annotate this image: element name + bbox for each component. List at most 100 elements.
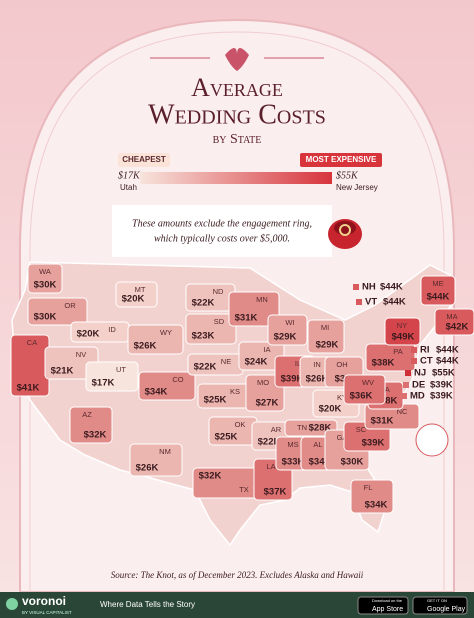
state-abbr: KY bbox=[337, 393, 347, 402]
badge-text: Google Play bbox=[427, 606, 466, 613]
state-cost: $39K bbox=[281, 374, 304, 385]
state-cost: $27K bbox=[256, 398, 279, 409]
state-cost: $44K bbox=[436, 356, 459, 367]
state-abbr: OH bbox=[336, 360, 347, 369]
state-cost: $34K bbox=[309, 457, 332, 468]
state-swatch bbox=[401, 393, 407, 399]
state-cost: $26K bbox=[136, 463, 159, 474]
legend-high-label: MOST EXPENSIVE bbox=[306, 155, 377, 164]
state-shape bbox=[185, 313, 237, 345]
state-shape bbox=[27, 297, 88, 326]
state-swatch bbox=[411, 358, 417, 364]
state-shape bbox=[350, 479, 394, 514]
state-abbr: IN bbox=[313, 360, 321, 369]
state-abbr: MN bbox=[256, 295, 268, 304]
legend-low-label: CHEAPEST bbox=[122, 155, 166, 164]
state-abbr: CO bbox=[172, 375, 183, 384]
state-cost: $31K bbox=[371, 416, 394, 427]
state-abbr: NC bbox=[397, 407, 408, 416]
state-abbr: OK bbox=[235, 420, 246, 429]
state-shape bbox=[85, 361, 139, 392]
state-cost: $37K bbox=[264, 487, 287, 498]
state-abbr: CT bbox=[420, 356, 433, 367]
state-abbr: FL bbox=[364, 483, 373, 492]
state-swatch bbox=[356, 299, 362, 305]
state-cost: $25K bbox=[204, 395, 227, 406]
state-abbr: MT bbox=[135, 285, 146, 294]
ring-box-icon bbox=[328, 219, 362, 249]
state-abbr: WY bbox=[160, 328, 172, 337]
note-line: These amounts exclude the engagement rin… bbox=[132, 218, 312, 229]
badge-small: GET IT ON bbox=[427, 598, 447, 603]
state-abbr: NM bbox=[159, 447, 171, 456]
state-cost: $20K bbox=[122, 294, 145, 305]
state-abbr: MA bbox=[446, 312, 457, 321]
state-shape bbox=[245, 374, 285, 412]
state-cost: $28K bbox=[309, 423, 332, 434]
state-cost: $20K bbox=[77, 329, 100, 340]
state-abbr: AR bbox=[271, 425, 282, 434]
state-cost: $39K bbox=[362, 438, 385, 449]
state-abbr: WA bbox=[39, 267, 51, 276]
brand-sub: BY VISUAL CAPITALIST bbox=[22, 610, 72, 615]
state-abbr: DE bbox=[412, 380, 425, 391]
title-line: Average bbox=[191, 73, 283, 102]
brand: voronoi bbox=[22, 594, 66, 608]
state-abbr: IA bbox=[263, 345, 270, 354]
state-shape bbox=[434, 308, 474, 336]
state-shape bbox=[420, 275, 456, 306]
legend-high-value: $55K bbox=[336, 170, 359, 181]
state-cost: $34K bbox=[145, 387, 168, 398]
state-shape bbox=[69, 406, 113, 444]
state-cost: $22K bbox=[192, 298, 215, 309]
title-line: Wedding Costs bbox=[148, 99, 326, 130]
app-store-badge[interactable] bbox=[357, 596, 409, 615]
state-abbr: TN bbox=[297, 423, 307, 432]
state-abbr: IL bbox=[295, 359, 301, 368]
state-abbr: NE bbox=[221, 357, 231, 366]
state-abbr: PA bbox=[393, 347, 402, 356]
state-cost: $20K bbox=[319, 404, 342, 415]
play-badge[interactable] bbox=[412, 596, 468, 615]
state-abbr: UT bbox=[116, 365, 126, 374]
state-cost: $44K bbox=[383, 297, 406, 308]
brand-logo bbox=[6, 598, 18, 610]
state-abbr: RI bbox=[420, 345, 430, 356]
state-cost: $44K bbox=[380, 282, 403, 293]
state-shape bbox=[129, 443, 183, 477]
state-abbr: MI bbox=[321, 323, 329, 332]
state-abbr: ND bbox=[213, 287, 224, 296]
legend-low-state: Utah bbox=[120, 183, 137, 192]
state-cost: $36K bbox=[350, 391, 373, 402]
state-abbr: NY bbox=[397, 321, 407, 330]
state-shape bbox=[228, 291, 280, 327]
tagline: Where Data Tells the Story bbox=[100, 600, 195, 609]
state-cost: $38K bbox=[375, 396, 398, 407]
state-abbr: TX bbox=[239, 485, 249, 494]
state-cost: $42K bbox=[446, 322, 469, 333]
legend-low-value: $17K bbox=[118, 170, 141, 181]
state-cost: $17K bbox=[92, 378, 115, 389]
state-cost: $31K bbox=[235, 313, 258, 324]
state-abbr: KS bbox=[230, 387, 240, 396]
legend-gradient bbox=[140, 172, 332, 184]
state-cost: $32K bbox=[199, 471, 222, 482]
state-abbr: MO bbox=[257, 378, 269, 387]
state-abbr: MS bbox=[287, 440, 298, 449]
state-cost: $21K bbox=[51, 366, 74, 377]
state-swatch bbox=[405, 370, 411, 376]
state-abbr: VT bbox=[365, 297, 377, 308]
state-cost: $23K bbox=[192, 331, 215, 342]
state-abbr: AZ bbox=[82, 410, 92, 419]
state-cost: $25K bbox=[215, 432, 238, 443]
subtitle: by State bbox=[213, 132, 262, 147]
state-abbr: CA bbox=[27, 338, 37, 347]
state-cost: $22K bbox=[258, 437, 281, 448]
state-cost: $22K bbox=[194, 362, 217, 373]
state-abbr: WI bbox=[285, 318, 294, 327]
state-cost: $26K bbox=[306, 374, 329, 385]
state-abbr: OR bbox=[64, 301, 76, 310]
state-cost: $44K bbox=[436, 345, 459, 356]
state-abbr: ID bbox=[108, 325, 116, 334]
arch-inner bbox=[29, 31, 445, 592]
